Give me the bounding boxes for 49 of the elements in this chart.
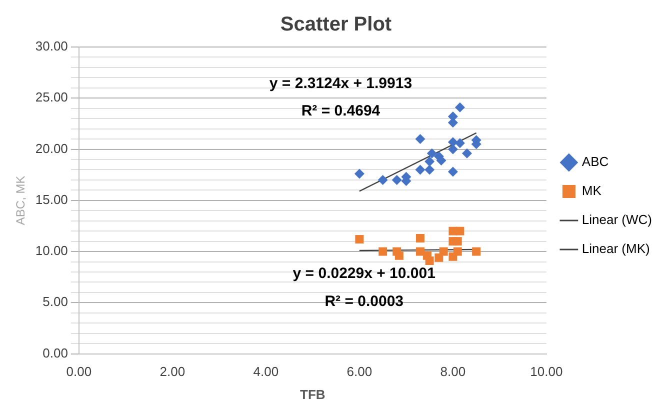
point <box>453 237 462 246</box>
x-tick-label: 4.00 <box>253 364 279 380</box>
y-axis-title: ABC, MK <box>14 176 28 226</box>
legend-label: ABC <box>582 154 609 170</box>
legend-label: Linear (WC) <box>582 212 652 228</box>
x-tick-label: 8.00 <box>440 364 466 380</box>
x-tick-label: 2.00 <box>160 364 186 380</box>
point <box>424 164 435 175</box>
annotation: R² = 0.4694 <box>301 102 381 120</box>
point <box>426 148 437 158</box>
x-axis-title: TFB <box>300 386 326 402</box>
legend-label: MK <box>582 183 602 198</box>
point <box>415 164 426 175</box>
y-tick-label: 30.00 <box>35 38 68 54</box>
legend-label: Linear (MK) <box>582 241 650 256</box>
y-tick-label: 10.00 <box>35 243 68 258</box>
x-tick-label: 0.00 <box>66 364 92 380</box>
point <box>456 226 464 236</box>
x-tick-label: 10.00 <box>530 364 563 380</box>
annotation: y = 2.3124x + 1.9913 <box>269 74 412 92</box>
point <box>448 166 458 177</box>
point <box>416 234 424 242</box>
point <box>454 138 465 148</box>
annotation: y = 0.0229x + 10.001 <box>292 265 436 282</box>
point <box>454 102 465 112</box>
point <box>472 247 481 256</box>
point <box>462 148 472 158</box>
annotation: R² = 0.0003 <box>324 292 404 310</box>
point <box>355 235 364 244</box>
point <box>378 247 388 256</box>
point <box>448 144 458 154</box>
point <box>392 174 402 185</box>
y-tick-label: 25.00 <box>35 90 68 105</box>
point <box>415 134 426 144</box>
point <box>439 247 448 256</box>
x-tick-label: 6.00 <box>346 364 372 380</box>
point <box>425 256 434 265</box>
point <box>424 156 435 167</box>
point <box>416 247 424 256</box>
point <box>354 168 364 179</box>
chart-title: Scatter Plot <box>280 14 392 36</box>
y-tick-label: 5.00 <box>42 294 68 310</box>
point <box>453 247 462 256</box>
y-tick-label: 20.00 <box>35 140 68 156</box>
y-tick-label: 15.00 <box>35 192 68 207</box>
point <box>436 156 446 166</box>
y-tick-label: 0.00 <box>42 345 68 360</box>
point <box>394 251 404 260</box>
point <box>378 174 388 185</box>
